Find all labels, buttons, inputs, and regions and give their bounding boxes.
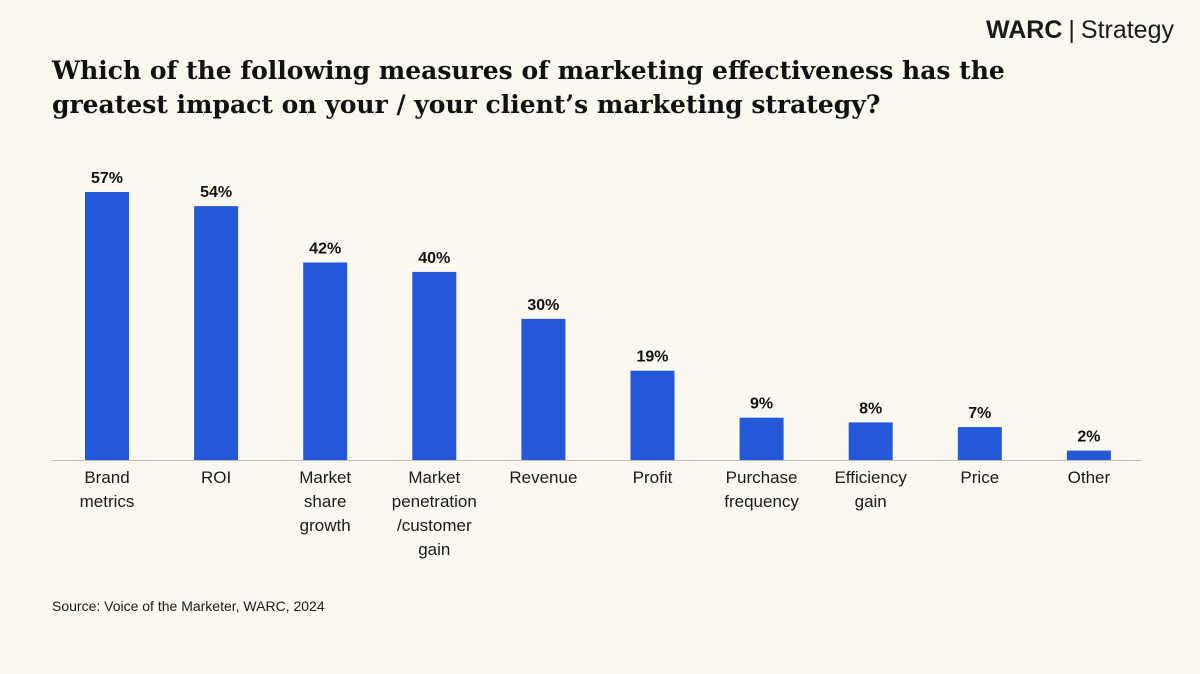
bar-8 bbox=[957, 427, 1002, 460]
chart-title: Which of the following measures of marke… bbox=[52, 56, 1005, 119]
logo-section: Strategy bbox=[1080, 16, 1174, 44]
value-label-3: 40% bbox=[418, 250, 450, 267]
bar-5 bbox=[630, 370, 675, 460]
bar-1 bbox=[194, 206, 239, 460]
logo-separator: | bbox=[1068, 16, 1075, 44]
category-label-5: Profit bbox=[633, 468, 673, 487]
category-label-6: Purchase frequency bbox=[724, 468, 799, 511]
bar-4 bbox=[521, 318, 566, 460]
warc-strategy-logo: WARC | Strategy bbox=[986, 14, 1174, 46]
source-note: Source: Voice of the Marketer, WARC, 202… bbox=[52, 598, 325, 614]
value-label-6: 9% bbox=[750, 396, 773, 413]
category-label-3: Market penetration/customer gain bbox=[392, 468, 477, 559]
bar-0 bbox=[85, 192, 129, 460]
category-label-0: Brand metrics bbox=[80, 468, 135, 511]
bar-3 bbox=[412, 271, 457, 460]
value-label-5: 19% bbox=[636, 349, 668, 366]
value-label-2: 42% bbox=[309, 241, 341, 258]
bar-9 bbox=[1066, 450, 1111, 460]
value-label-0: 57% bbox=[91, 170, 123, 187]
category-label-7: Efficiency gain bbox=[834, 468, 907, 511]
bar-6 bbox=[739, 417, 784, 460]
value-label-8: 7% bbox=[968, 405, 991, 422]
bar-2 bbox=[303, 262, 348, 460]
category-label-1: ROI bbox=[201, 468, 231, 487]
logo-brand: WARC bbox=[986, 16, 1063, 44]
category-label-9: Other bbox=[1068, 468, 1111, 487]
category-label-4: Revenue bbox=[509, 468, 577, 487]
category-label-2: Market share growth bbox=[299, 468, 351, 535]
value-label-1: 54% bbox=[200, 184, 232, 201]
bar-7 bbox=[848, 422, 893, 460]
value-label-9: 2% bbox=[1077, 429, 1100, 446]
value-label-7: 8% bbox=[859, 400, 882, 417]
value-label-4: 30% bbox=[527, 297, 559, 314]
category-label-8: Price bbox=[960, 468, 999, 487]
